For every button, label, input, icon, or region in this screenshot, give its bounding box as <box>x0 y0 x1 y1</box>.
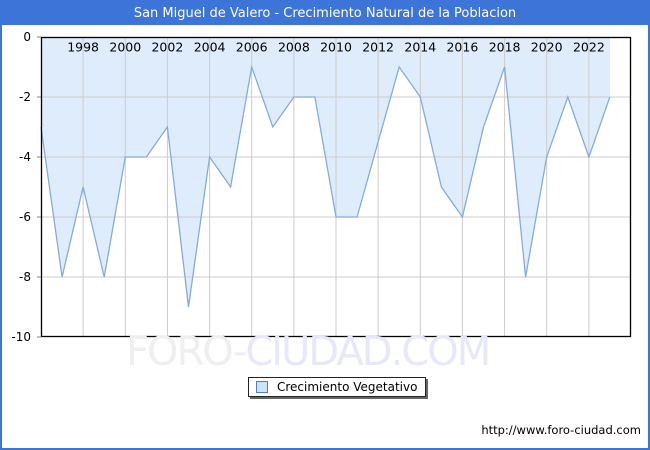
x-tick-label: 2018 <box>489 40 521 55</box>
y-tick-label: -8 <box>19 270 31 284</box>
plot-area: 1998 2000 2002 2004 2006 2008 2010 2012 2014 2016… <box>11 30 632 344</box>
x-tick-label: 2006 <box>236 40 268 55</box>
x-tick-label: 2002 <box>151 40 183 55</box>
y-tick-label: -6 <box>19 210 31 224</box>
chart-title: San Miguel de Valero - Crecimiento Natur… <box>133 6 517 21</box>
area-fill <box>41 37 610 307</box>
y-tick-label: -2 <box>19 90 31 104</box>
x-tick-label: 2000 <box>109 40 141 55</box>
x-tick-label: 2004 <box>194 40 226 55</box>
x-tick-label: 2010 <box>320 40 352 55</box>
x-tick-label: 2012 <box>362 40 394 55</box>
x-tick-label: 2008 <box>278 40 310 55</box>
x-tick-label: 1998 <box>67 40 99 55</box>
title-bar: San Miguel de Valero - Crecimiento Natur… <box>2 2 648 25</box>
plot-border <box>40 36 632 338</box>
x-tick-label: 2020 <box>531 40 563 55</box>
x-tick-label: 2022 <box>573 40 605 55</box>
watermark: FORO-CIUDAD.COM <box>126 329 491 375</box>
x-tick-label: 2014 <box>404 40 436 55</box>
source-url: http://www.foro-ciudad.com <box>481 423 641 437</box>
y-tick-label: -10 <box>11 330 31 344</box>
y-tick-label: -4 <box>19 150 31 164</box>
watermark-part1: FORO- <box>126 329 247 375</box>
legend-swatch-icon <box>256 381 268 393</box>
y-tick-label: 0 <box>23 30 31 44</box>
series-line <box>40 64 611 308</box>
legend: Crecimiento Vegetativo <box>248 377 427 397</box>
legend-label: Crecimiento Vegetativo <box>277 380 418 394</box>
watermark-part2: CIUDAD.COM <box>245 329 491 375</box>
area-chart: 1998 2000 2002 2004 2006 2008 2010 2012 2014 2016… <box>11 30 632 344</box>
x-tick-label: 2016 <box>446 40 478 55</box>
